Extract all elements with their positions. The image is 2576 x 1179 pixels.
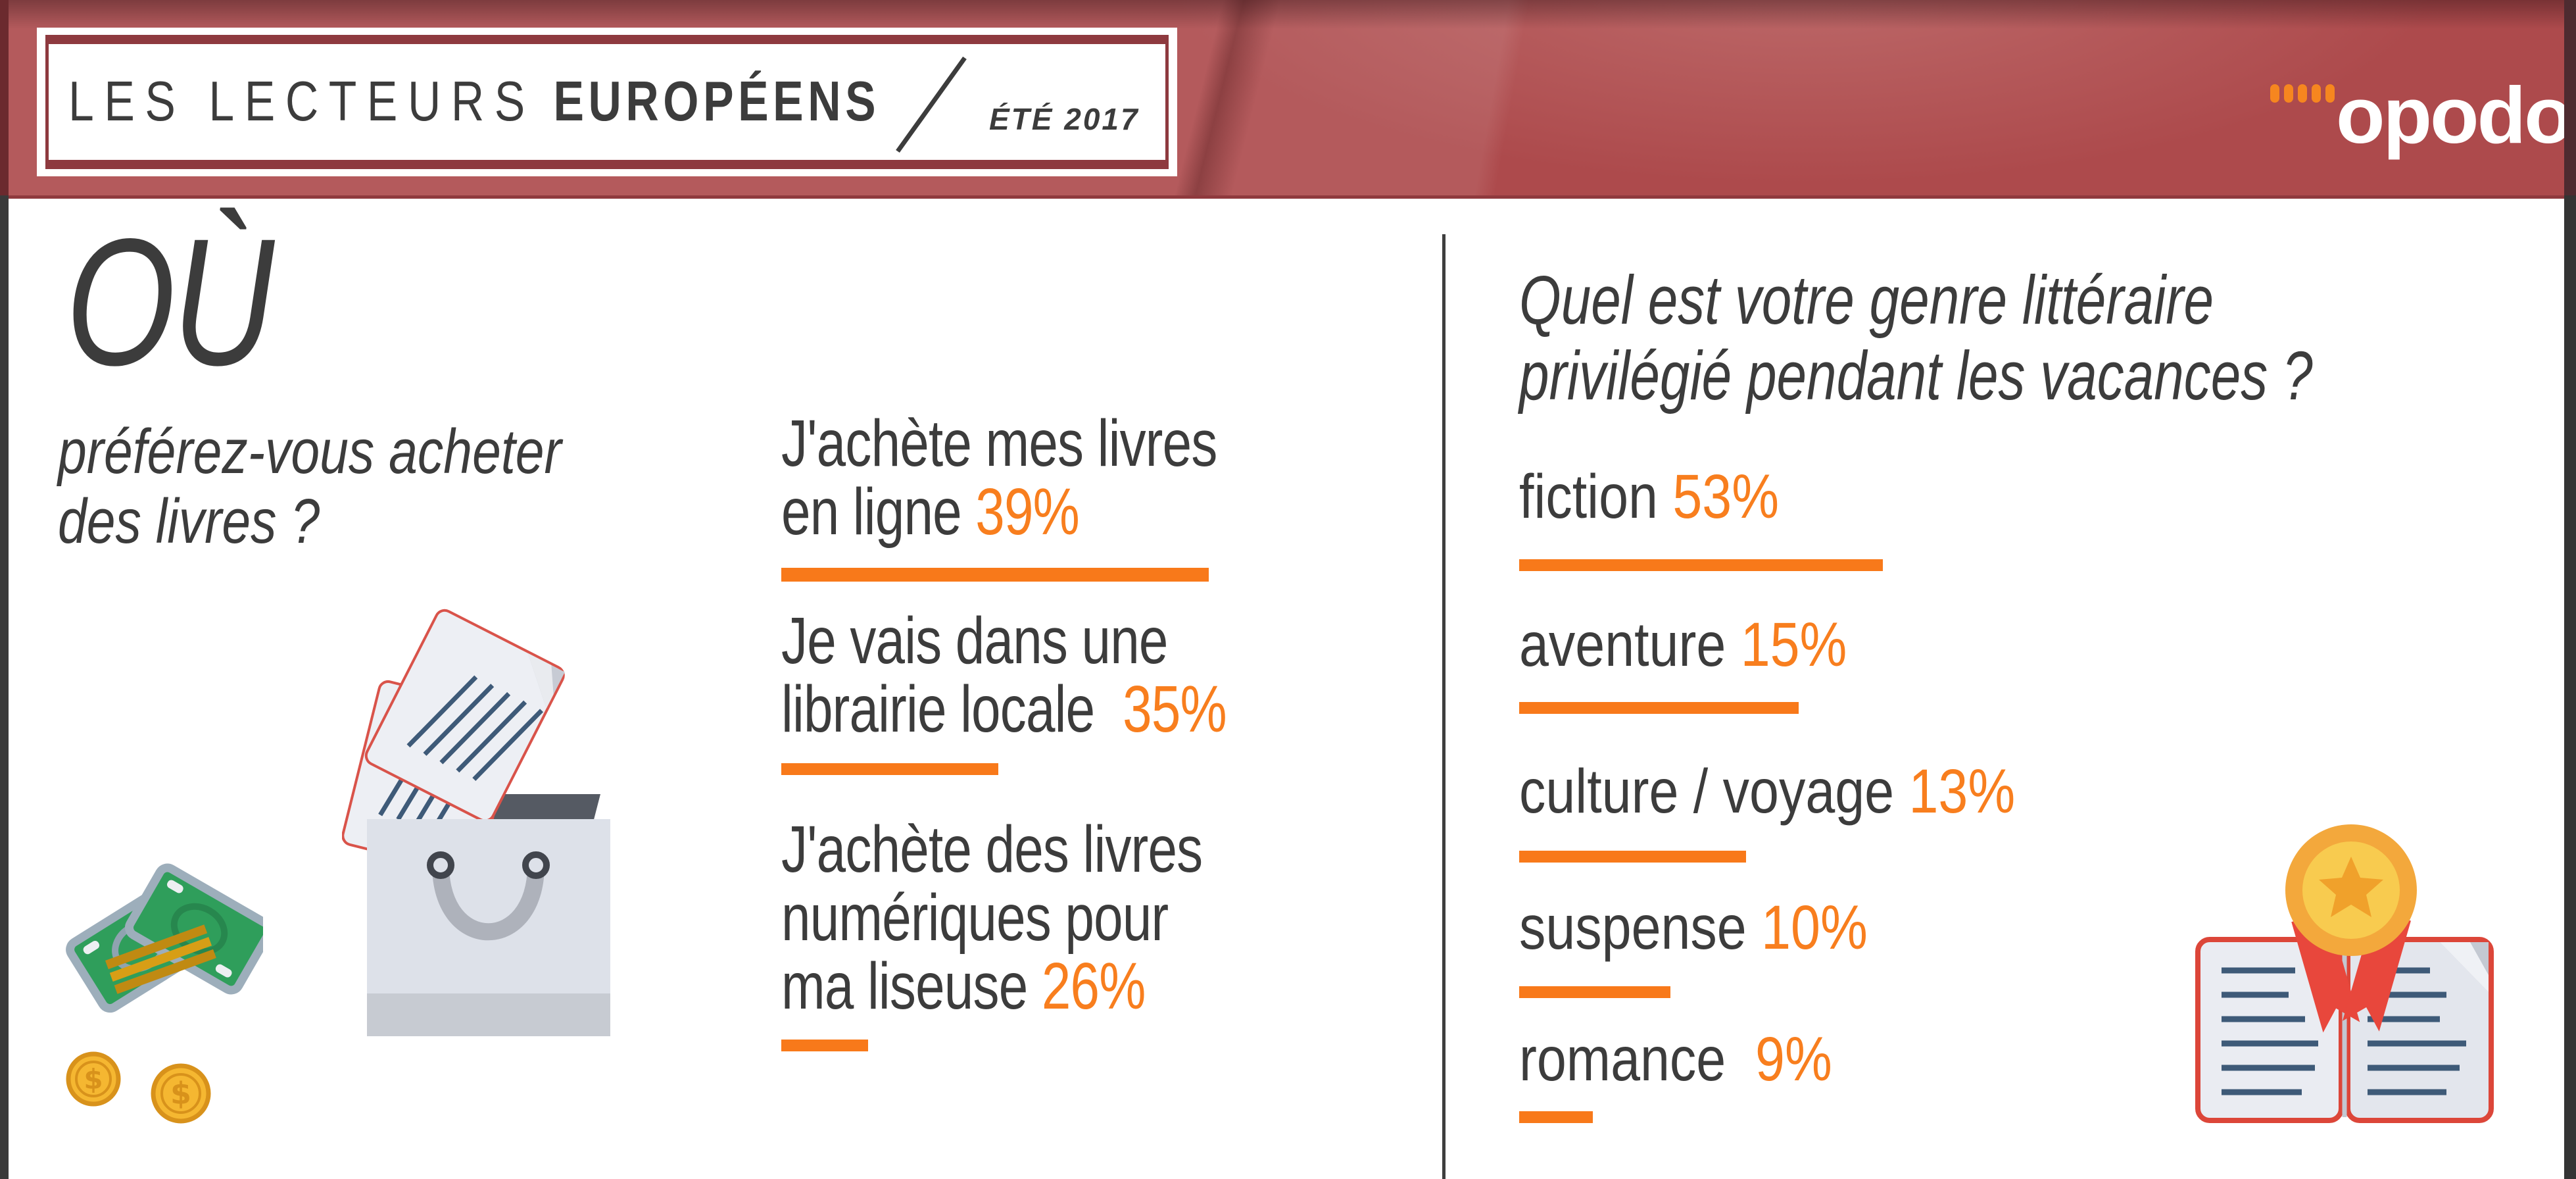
coin-icon: $ [66, 1051, 121, 1107]
money-icon: $ $ [59, 862, 274, 1128]
answer-ebook-line2: numériques pour [781, 881, 1169, 955]
genre-bar-romance [1519, 1111, 1593, 1123]
header-banner: LES LECTEURS EUROPÉENS ÉTÉ 2017 opodo [0, 0, 2576, 199]
answer-ebook-percent: 26% [1041, 949, 1146, 1023]
title-bold: EUROPÉENS [553, 70, 881, 133]
purchase-question-line2: des livres ? [58, 486, 320, 557]
title-regular: LES LECTEURS [68, 70, 535, 133]
page-title: LES LECTEURS EUROPÉENS [68, 74, 1058, 130]
genre-row-fiction: fiction 53% [1519, 466, 1779, 528]
section-divider [1442, 234, 1446, 1179]
genre-bar-aventure [1519, 702, 1799, 714]
answer-bookshop-line1: Je vais dans une [781, 604, 1168, 678]
answer-online-line1: J'achète mes livres [781, 407, 1217, 480]
genre-percent: 13% [1908, 757, 2016, 826]
title-box: LES LECTEURS EUROPÉENS ÉTÉ 2017 [37, 28, 1177, 176]
opodo-wordmark: opodo [2336, 70, 2573, 160]
genre-label: suspense [1519, 893, 1747, 963]
genre-percent: 9% [1755, 1024, 1832, 1094]
answer-ebook-line3: ma liseuse [781, 949, 1028, 1023]
answer-bookshop: Je vais dans une librairie locale 35% [781, 607, 1227, 743]
genre-label: fiction [1519, 462, 1658, 532]
answer-bookshop-percent: 35% [1123, 672, 1227, 746]
question-big-word: OÙ [66, 201, 274, 403]
genre-row-aventure: aventure 15% [1519, 614, 1847, 676]
genre-row-romance: romance 9% [1519, 1028, 1832, 1091]
purchase-question-line1: préférez-vous acheter [58, 416, 562, 487]
shopping-bag-books-icon [341, 602, 635, 1092]
purchase-question: préférez-vous acheter des livres ? [58, 417, 562, 556]
svg-text:$: $ [84, 1063, 103, 1095]
genre-percent: 15% [1740, 610, 1847, 680]
opodo-dots-icon [2270, 84, 2335, 103]
title-frame [45, 35, 1169, 169]
answer-ebook: J'achète des livres numériques pour ma l… [781, 813, 1203, 1023]
genre-percent: 10% [1761, 893, 1868, 963]
svg-text:$: $ [170, 1076, 191, 1111]
genre-bar-culture-voyage [1519, 851, 1746, 863]
genre-row-culture-voyage: culture / voyage 13% [1519, 761, 2015, 823]
genre-question: Quel est votre genre littéraire privilég… [1519, 263, 2313, 414]
open-book-medal-icon [2190, 816, 2499, 1128]
answer-bookshop-bar [781, 763, 998, 775]
answer-ebook-bar [781, 1040, 868, 1051]
answer-ebook-line1: J'achète des livres [781, 813, 1203, 886]
answer-bookshop-line2: librairie locale [781, 672, 1095, 746]
genre-question-line1: Quel est votre genre littéraire [1519, 262, 2214, 339]
answer-online-line2: en ligne [781, 475, 962, 549]
genre-question-line2: privilégié pendant les vacances ? [1519, 337, 2313, 414]
page-edge-left [0, 0, 9, 1179]
slash-divider-icon [888, 55, 974, 157]
genre-label: aventure [1519, 610, 1726, 680]
answer-online: J'achète mes livres en ligne 39% [781, 409, 1217, 546]
genre-label: romance [1519, 1024, 1726, 1094]
genre-bar-fiction [1519, 559, 1883, 571]
page-edge-right [2564, 0, 2576, 1179]
genre-label: culture / voyage [1519, 757, 1895, 826]
coin-icon: $ [151, 1063, 211, 1124]
genre-row-suspense: suspense 10% [1519, 897, 1868, 959]
genre-percent: 53% [1672, 462, 1780, 532]
edition-label: ÉTÉ 2017 [989, 102, 1140, 136]
genre-bar-suspense [1519, 986, 1670, 998]
answer-online-percent: 39% [975, 475, 1080, 549]
answer-online-bar [781, 568, 1209, 582]
